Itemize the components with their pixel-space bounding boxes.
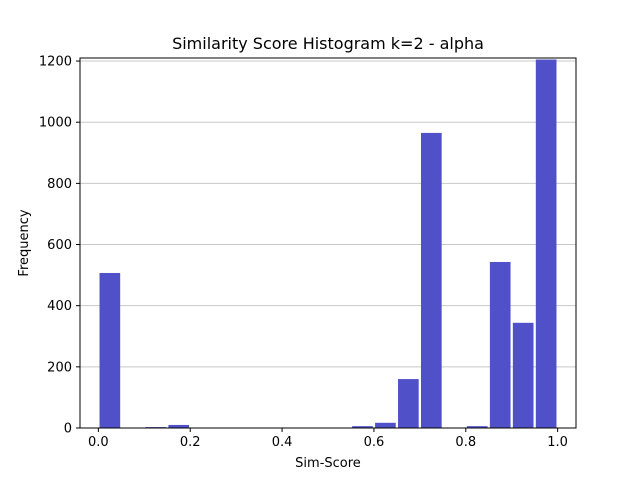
histogram-bar — [398, 379, 419, 428]
histogram-bar — [489, 261, 511, 428]
y-tick-label: 400 — [47, 299, 72, 314]
histogram-bar — [535, 59, 557, 428]
x-tick-label: 0.4 — [272, 435, 293, 450]
y-tick-label: 800 — [47, 177, 72, 192]
bars — [99, 59, 557, 428]
y-tick-label: 1000 — [39, 116, 72, 131]
y-tick-label: 200 — [47, 360, 72, 375]
y-tick-label: 1200 — [39, 55, 72, 70]
axis-ticks: 0.0 0.2 0.4 0.6 0.8 1.0 0 200 400 600 800 1000 1200 — [39, 55, 568, 450]
histogram-bar — [99, 272, 121, 428]
histogram-bar — [375, 422, 396, 428]
histogram-bar — [421, 132, 442, 428]
y-tick-label: 0 — [64, 422, 72, 437]
x-tick-label: 1.0 — [547, 435, 568, 450]
histogram-bar — [352, 426, 373, 428]
histogram-bar — [512, 322, 534, 428]
y-tick-label: 600 — [47, 238, 72, 253]
x-tick-label: 0.8 — [455, 435, 476, 450]
chart-title: Similarity Score Histogram k=2 - alpha — [172, 34, 484, 53]
plot-frame — [79, 57, 577, 429]
histogram-bar — [466, 426, 488, 428]
histogram-bar — [168, 424, 190, 428]
y-axis-label: Frequency — [17, 209, 32, 276]
x-tick-label: 0.0 — [88, 435, 109, 450]
x-tick-label: 0.2 — [180, 435, 201, 450]
grid-lines — [80, 60, 576, 368]
x-tick-label: 0.6 — [364, 435, 385, 450]
x-axis-label: Sim-Score — [295, 456, 361, 471]
